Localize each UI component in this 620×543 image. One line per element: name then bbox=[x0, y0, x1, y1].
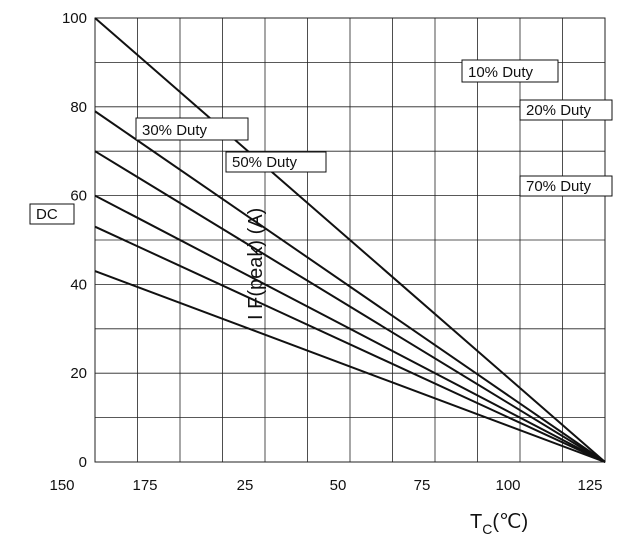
duty-label: DC bbox=[36, 206, 58, 223]
series-line bbox=[94, 150, 606, 463]
x-tick-label: 125 bbox=[577, 477, 602, 494]
duty-label-box bbox=[519, 175, 613, 197]
x-tick-label: 100 bbox=[495, 477, 520, 494]
series-line bbox=[94, 225, 606, 463]
labels-group: 10% Duty 20% Duty 30% Duty 50% Duty 70% Duty… bbox=[29, 10, 613, 494]
y-axis-label: I F(peak) (A) bbox=[245, 208, 267, 320]
x-tick-label: 75 bbox=[414, 477, 431, 494]
y-tick-label: 60 bbox=[70, 188, 87, 205]
x-tick-label: 175 bbox=[132, 477, 157, 494]
duty-label-box bbox=[225, 151, 327, 173]
y-tick-label: 20 bbox=[70, 365, 87, 382]
duty-label-box bbox=[29, 203, 75, 225]
duty-label-box bbox=[519, 99, 613, 121]
y-tick-label: 40 bbox=[70, 276, 87, 293]
y-tick-label: 100 bbox=[62, 10, 87, 27]
series-line bbox=[94, 270, 606, 463]
series-line bbox=[94, 194, 606, 463]
duty-label: 50% Duty bbox=[232, 154, 298, 171]
x-tick-label: 25 bbox=[237, 477, 254, 494]
duty-label-box bbox=[135, 117, 249, 141]
series-group bbox=[94, 17, 606, 463]
duty-label: 20% Duty bbox=[526, 102, 592, 119]
series-line bbox=[94, 17, 606, 463]
y-tick-label: 80 bbox=[70, 99, 87, 116]
duty-label: 70% Duty bbox=[526, 178, 592, 195]
y-tick-label: 0 bbox=[79, 454, 87, 471]
duty-label: 10% Duty bbox=[468, 64, 534, 81]
x-axis-label: TC(℃) bbox=[470, 511, 528, 537]
duty-label-box bbox=[461, 59, 559, 83]
series-line bbox=[94, 110, 606, 463]
x-tick-label: 150 bbox=[49, 477, 74, 494]
x-tick-label: 50 bbox=[330, 477, 347, 494]
duty-label: 30% Duty bbox=[142, 122, 208, 139]
